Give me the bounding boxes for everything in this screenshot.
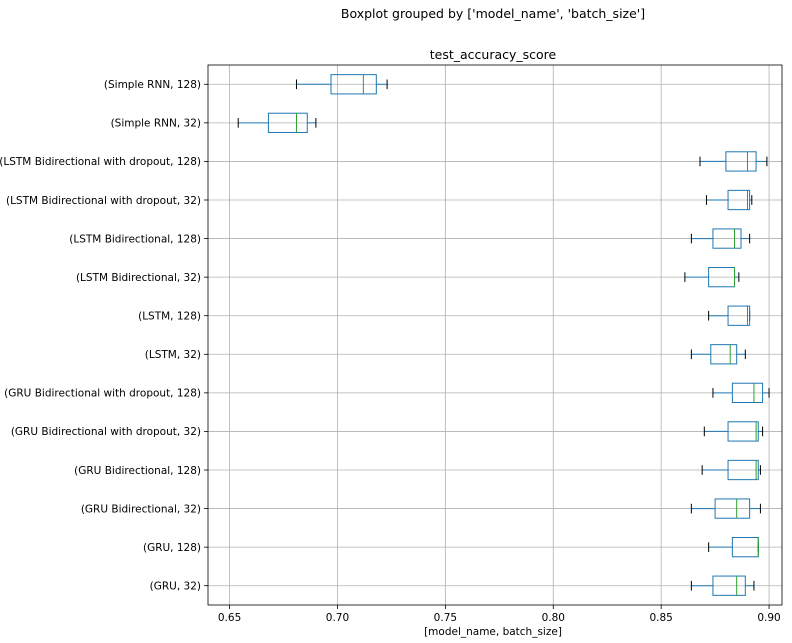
box-item	[705, 189, 753, 211]
box-series	[237, 74, 770, 596]
box-item	[703, 421, 764, 442]
box-item	[237, 112, 317, 134]
box-iqr	[727, 305, 751, 326]
x-axis-label: [model_name, batch_size]	[424, 626, 562, 638]
box-iqr	[725, 151, 757, 172]
box-item	[701, 459, 761, 481]
y-tick-label: (GRU, 32)	[150, 581, 201, 593]
y-tick-label: (LSTM Bidirectional, 128)	[69, 233, 201, 245]
box-iqr	[727, 459, 759, 481]
box-item	[708, 537, 759, 558]
x-tick-label: 0.70	[326, 612, 349, 624]
box-item	[690, 498, 761, 519]
y-tick-label: (LSTM Bidirectional with dropout, 128)	[0, 156, 201, 168]
y-tick-label: (GRU Bidirectional with dropout, 128)	[4, 388, 201, 400]
box-iqr	[727, 421, 759, 442]
box-iqr	[267, 112, 308, 134]
plot-frame	[207, 64, 783, 606]
x-tick-label: 0.65	[218, 612, 241, 624]
y-tick-label: (LSTM, 32)	[145, 349, 201, 361]
y-tick-label: (LSTM, 128)	[138, 311, 201, 323]
chart-suptitle: Boxplot grouped by ['model_name', 'batch…	[341, 6, 645, 21]
y-tick-label: (LSTM Bidirectional with dropout, 32)	[6, 195, 201, 207]
box-item	[699, 151, 768, 172]
box-item	[684, 267, 740, 288]
y-tick-label: (GRU Bidirectional, 32)	[81, 503, 201, 515]
x-tick-label: 0.85	[649, 612, 672, 624]
y-tick-label: (LSTM Bidirectional, 32)	[76, 272, 201, 284]
box-item	[712, 382, 770, 404]
box-iqr	[731, 382, 764, 404]
x-tick-label: 0.80	[542, 612, 565, 624]
box-item	[708, 305, 751, 326]
y-tick-label: (GRU Bidirectional, 128)	[74, 465, 201, 477]
y-tick-label: (GRU, 128)	[143, 542, 201, 554]
y-tick-label: (Simple RNN, 32)	[111, 118, 201, 130]
box-item	[295, 74, 388, 95]
grid-lines	[208, 65, 782, 605]
y-tick-labels: (Simple RNN, 128) (Simple RNN, 32) (LSTM B…	[0, 79, 208, 593]
box-iqr	[712, 228, 742, 249]
chart-title: test_accuracy_score	[430, 47, 557, 62]
y-tick-label: (GRU Bidirectional with dropout, 32)	[11, 426, 201, 438]
x-tick-label: 0.90	[757, 612, 780, 624]
x-tick-labels: 0.65 0.70 0.75 0.80 0.85 0.90	[218, 605, 781, 624]
box-iqr	[714, 498, 751, 519]
box-iqr	[712, 575, 746, 596]
x-tick-label: 0.75	[434, 612, 457, 624]
box-iqr	[727, 189, 751, 211]
y-tick-label: (Simple RNN, 128)	[104, 79, 201, 91]
box-item	[690, 228, 751, 249]
box-iqr	[330, 74, 377, 95]
box-iqr	[710, 344, 738, 365]
box-item	[690, 575, 755, 596]
box-item	[690, 344, 746, 365]
